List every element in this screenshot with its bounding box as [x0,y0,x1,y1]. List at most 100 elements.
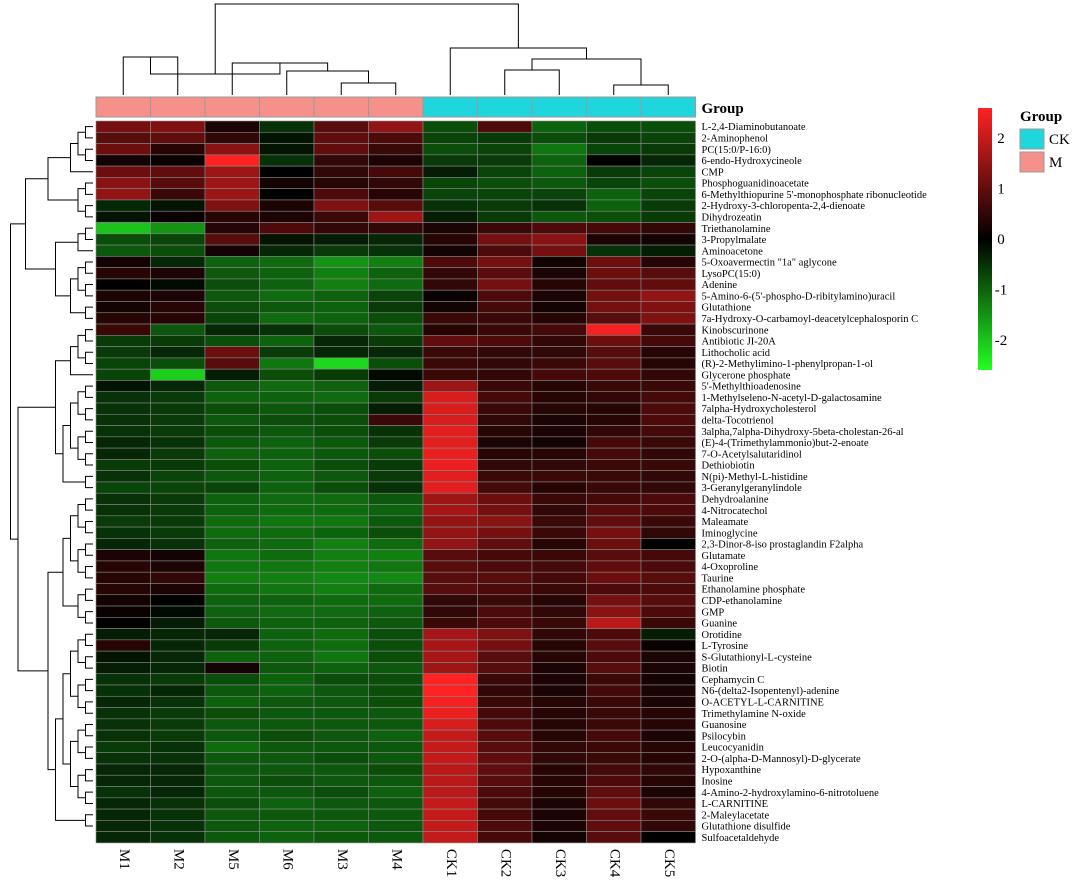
heatmap-cell [204,695,260,708]
heatmap-cell [586,312,642,325]
heatmap-cell [586,413,642,426]
row-dendrogram-branch [62,425,86,483]
heatmap-cell [368,549,424,562]
heatmap-cell [204,515,260,528]
heatmap-cell [313,391,369,404]
heatmap-cell [95,278,151,291]
heatmap-cell [204,538,260,550]
heatmap-cell [422,222,478,235]
heatmap-cell [259,413,315,426]
heatmap-cell [531,808,587,821]
heatmap-cell [586,244,642,257]
heatmap-cell [204,583,260,596]
column-label: M2 [170,849,186,870]
row-label: 2,3-Dinor-8-iso prostaglandin F2alpha [702,540,864,551]
heatmap-cell [531,504,587,517]
heatmap-cell [531,549,587,562]
heatmap-cell [150,549,206,562]
heatmap-cell [150,312,206,325]
heatmap-cell [313,549,369,562]
heatmap-cell [477,459,533,471]
heatmap-cell [150,650,206,663]
heatmap-cell [368,673,424,686]
heatmap-cell [477,538,533,550]
heatmap-cell [150,797,206,810]
row-dendrogram-branch [85,588,93,601]
column-label: M5 [225,849,241,870]
heatmap-cell [259,741,315,753]
heatmap-cell [204,233,260,246]
heatmap-cell [531,165,587,178]
heatmap-cell [204,650,260,663]
heatmap-cell [640,368,696,381]
heatmap-cell [259,447,315,460]
heatmap-cell [150,459,206,471]
heatmap-cell [477,808,533,821]
heatmap-cell [95,695,151,708]
heatmap-cell [586,131,642,144]
heatmap-cell [150,244,206,257]
heatmap-cell [150,662,206,675]
heatmap-cell [368,594,424,607]
row-label: Lithocholic acid [702,348,771,359]
heatmap-cell [477,650,533,663]
heatmap-cell [422,301,478,314]
heatmap-cell [422,154,478,167]
row-label: Kinobscurinone [702,325,769,336]
heatmap-cell [422,673,478,686]
heatmap-cell [477,504,533,517]
heatmap-cell [204,470,260,483]
heatmap-cell [640,233,696,246]
heatmap-cell [586,549,642,562]
heatmap-cell [422,820,478,832]
row-label: O-ACETYL-L-CARNITINE [702,698,824,709]
heatmap-cell [640,447,696,460]
row-label: Ethanolamine phosphate [702,585,806,596]
heatmap-cell [640,684,696,697]
heatmap-cell [477,605,533,618]
heatmap-cell [640,605,696,618]
heatmap-cell [531,571,587,584]
heatmap-cell [640,673,696,686]
heatmap-cell [368,650,424,663]
heatmap-cell [313,538,369,550]
heatmap-cell [95,436,151,449]
heatmap-cell [531,346,587,359]
heatmap-cell [531,323,587,336]
heatmap-cell [531,831,587,844]
row-dendrogram-branch [85,227,93,240]
heatmap-cell [204,605,260,618]
heatmap-cell [586,425,642,438]
heatmap-cell [477,447,533,460]
row-dendrogram-branch [85,520,93,534]
heatmap-cell [422,695,478,708]
row-label: 5-Oxoavermectin "1a" aglycone [702,258,837,269]
row-dendrogram-branch [77,774,86,799]
heatmap-cell [640,718,696,731]
heatmap-cell [204,256,260,268]
heatmap-cell [586,628,642,641]
row-label: 2-Aminophenol [702,134,769,145]
heatmap-cell [586,278,642,291]
heatmap-cell [531,695,587,708]
heatmap-cell [531,244,587,257]
heatmap-cell [95,470,151,483]
heatmap-cell [95,526,151,539]
heatmap-cell [422,752,478,765]
heatmap-cell [313,786,369,799]
heatmap-cell [150,278,206,291]
heatmap-cell [477,368,533,381]
heatmap-cell [313,120,369,133]
heatmap-cell [313,763,369,776]
group-bar-cell [422,96,478,118]
heatmap-cell [150,368,206,381]
heatmap-cell [150,165,206,178]
heatmap-cell [640,413,696,426]
heatmap-cell [586,605,642,618]
heatmap-cell [477,492,533,505]
heatmap-cell [368,752,424,765]
heatmap-cell [531,786,587,799]
heatmap-cell [95,650,151,663]
heatmap-cell [477,718,533,731]
heatmap-cell [586,729,642,742]
